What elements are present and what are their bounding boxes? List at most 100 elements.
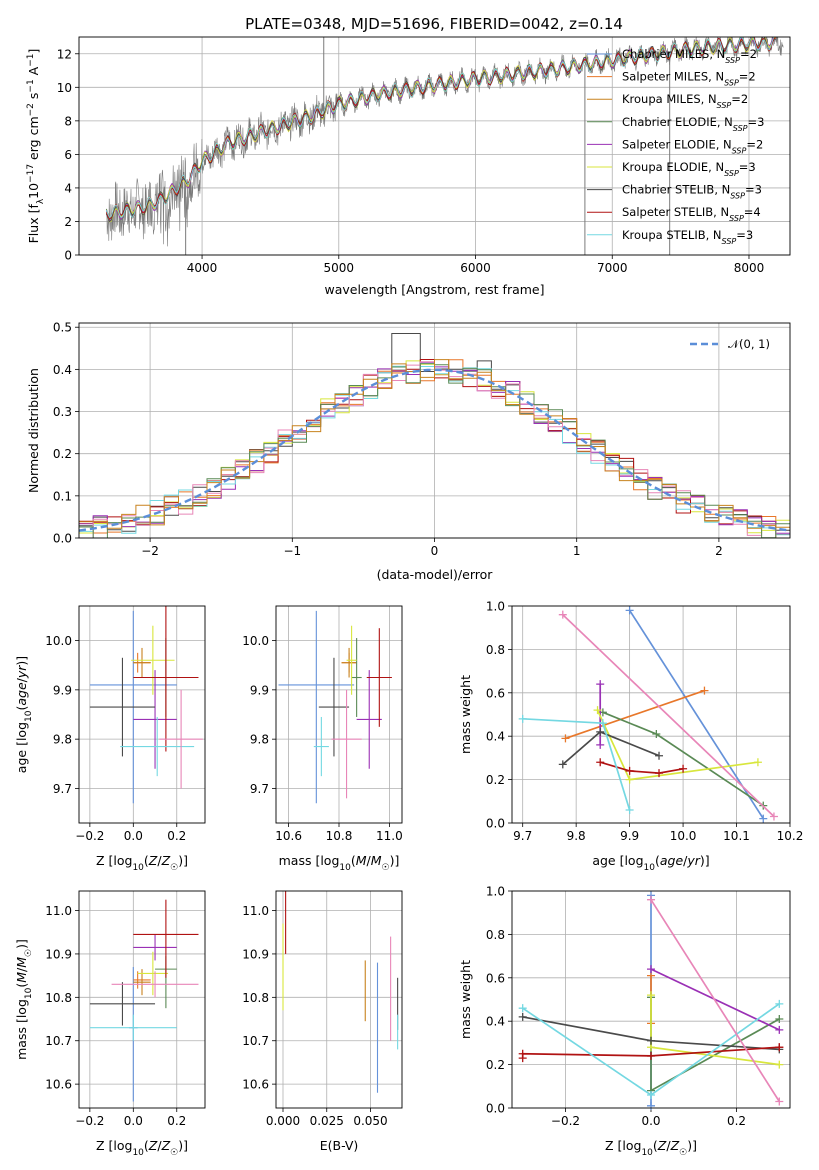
x-tick-label: 9.8 xyxy=(567,829,586,843)
weight-series xyxy=(647,895,784,1106)
legend-entry: Chabrier MILES, NSSP=2 xyxy=(622,47,757,65)
y-tick-label: 11.0 xyxy=(242,904,269,918)
y-tick-label: 1.0 xyxy=(486,600,505,614)
weight-series xyxy=(558,727,664,769)
y-tick-label: 0.2 xyxy=(486,773,505,787)
x-tick-label: 1 xyxy=(573,544,581,558)
error-bar-point xyxy=(111,971,199,998)
y-tick-label: 0.6 xyxy=(486,686,505,700)
error-bar-point xyxy=(133,606,199,752)
x-axis-label: age [log10(age/yr)] xyxy=(592,853,709,873)
age-vs-mass-axes: 10.6 10.8 11.0 9.7 9.8 9.9 10.0 mass [log10(M/M… xyxy=(242,605,403,873)
weight-marker xyxy=(596,680,605,689)
residual-histogram-8 xyxy=(79,359,790,529)
y-tick-label: 0.8 xyxy=(486,643,505,657)
weight-series xyxy=(596,758,688,778)
weight-marker xyxy=(625,606,634,615)
y-tick-label: 10.7 xyxy=(242,1034,269,1048)
x-axis-label: Z [log10(Z/Z☉)] xyxy=(605,1138,697,1158)
weight-marker xyxy=(647,1090,655,1099)
x-tick-label: 0.0 xyxy=(641,1114,660,1128)
weight-line xyxy=(562,614,775,818)
x-tick-label: 6000 xyxy=(460,261,491,275)
spectrum-axes: 4000 5000 6000 7000 8000 0 2 4 6 8 10 12 Chabrier MI… xyxy=(26,36,791,297)
y-axis-label: mass weight xyxy=(458,960,473,1039)
y-tick-label: 10.6 xyxy=(242,1078,269,1092)
y-tick-label: 12 xyxy=(57,47,72,61)
weight-series xyxy=(598,708,768,810)
legend-entry: Kroupa ELODIE, NSSP=3 xyxy=(622,160,756,178)
model-fit-7 xyxy=(105,37,776,220)
error-bar-point xyxy=(346,625,357,695)
y-axis-label: Flux [fλ10−17 erg cm−2 s−1 A−1] xyxy=(26,49,46,244)
weight-marker xyxy=(625,766,634,775)
error-bar-point xyxy=(133,670,177,769)
legend-entry: Kroupa MILES, NSSP=2 xyxy=(622,92,748,110)
axes-frame xyxy=(275,605,403,824)
x-tick-label: 10.2 xyxy=(777,829,804,843)
x-tick-label: −0.2 xyxy=(75,829,104,843)
x-tick-label: 0.0 xyxy=(124,1114,143,1128)
y-tick-label: 0.5 xyxy=(53,321,72,335)
weight-line xyxy=(650,899,781,1102)
weight-marker xyxy=(647,991,655,1000)
x-tick-label: 10.0 xyxy=(670,829,697,843)
error-bar-point xyxy=(351,638,362,717)
y-tick-label: 10.6 xyxy=(45,1078,72,1092)
x-axis-label: mass [log10(M/M☉)] xyxy=(279,853,400,873)
normal-curve xyxy=(79,368,790,532)
y-tick-label: 2 xyxy=(64,215,72,229)
y-tick-label: 0.0 xyxy=(486,1102,505,1116)
axes-frame xyxy=(78,605,206,824)
weight-marker xyxy=(775,1015,784,1024)
weight-marker xyxy=(647,1101,655,1110)
error-bar-point xyxy=(133,647,151,678)
y-tick-label: 0.4 xyxy=(53,363,72,377)
error-bar-point xyxy=(341,647,357,678)
y-tick-label: 0.4 xyxy=(486,730,505,744)
axes-frame xyxy=(511,605,791,824)
y-tick-label: 0.1 xyxy=(53,489,72,503)
weight-marker xyxy=(518,1012,527,1021)
y-axis-label: mass weight xyxy=(458,675,473,754)
age-vs-Z-axes: −0.2 0.0 0.2 9.7 9.8 9.9 10.0 Z [log10(Z/Z☉)] ag… xyxy=(14,605,206,873)
weight-marker xyxy=(647,1051,655,1060)
x-axis-label: Z [log10(Z/Z☉)] xyxy=(96,853,188,873)
weight-series xyxy=(561,686,709,743)
mass-weight-vs-Z-lines xyxy=(518,891,784,1110)
weight-marker xyxy=(775,1097,784,1106)
mass-vs-EBV-axes: 0.000 0.025 0.050 10.6 10.7 10.8 10.9 11.0 xyxy=(242,890,403,1128)
weight-marker xyxy=(596,740,605,749)
weight-marker xyxy=(596,727,605,736)
x-tick-label: −1 xyxy=(283,544,301,558)
x-tick-label: 0.2 xyxy=(167,829,186,843)
legend-entry: Chabrier STELIB, NSSP=3 xyxy=(622,183,762,201)
weight-marker xyxy=(518,1049,527,1058)
y-tick-label: 0.0 xyxy=(53,532,72,546)
y-tick-label: 0.3 xyxy=(53,405,72,419)
mass-weight-vs-Z-axes: −0.2 0.0 0.2 0.0 0.2 0.4 0.6 0.8 1.0 Z [log10(Z/Z… xyxy=(458,885,791,1158)
weight-marker xyxy=(769,812,778,821)
x-tick-label: −0.2 xyxy=(75,1114,104,1128)
error-bar-point xyxy=(89,657,156,757)
error-bar-point xyxy=(131,625,175,695)
axes-frame xyxy=(78,322,791,539)
weight-line xyxy=(599,761,684,774)
spectrum-legend: Chabrier MILES, NSSP=2 Salpeter MILES, NS… xyxy=(587,47,764,245)
error-bar-point xyxy=(318,657,350,757)
weight-marker xyxy=(775,1043,784,1052)
y-tick-label: 4 xyxy=(64,181,72,195)
x-tick-label: −2 xyxy=(141,544,159,558)
error-bar-point xyxy=(331,689,362,799)
weight-marker xyxy=(655,769,664,778)
figure-title: PLATE=0348, MJD=51696, FIBERID=0042, z=0… xyxy=(245,15,623,33)
age-vs-Z-points xyxy=(89,606,203,804)
x-tick-label: 0.0 xyxy=(124,829,143,843)
y-tick-label: 10.8 xyxy=(242,991,269,1005)
weight-series xyxy=(593,706,762,784)
mass-weight-vs-age-lines xyxy=(518,606,778,823)
weight-marker xyxy=(775,999,784,1008)
y-tick-label: 9.9 xyxy=(250,683,269,697)
model-fit-8 xyxy=(105,37,775,219)
